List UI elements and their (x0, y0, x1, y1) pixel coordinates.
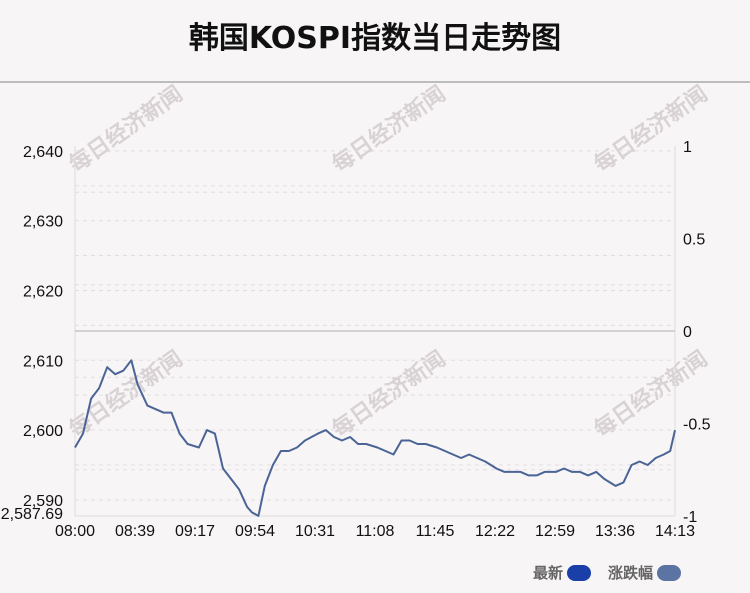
legend-latest[interactable]: 最新 (533, 562, 592, 583)
tick-layer: 2,6402,6302,6202,6102,6002,5902,587.6910… (1, 139, 711, 540)
x-tick-6: 11:45 (416, 523, 455, 540)
x-tick-7: 12:22 (475, 523, 515, 540)
x-tick-1: 08:39 (115, 523, 155, 540)
watermark-0: 每日经济新闻 (64, 81, 187, 178)
title-divider (0, 81, 750, 83)
series-layer (74, 359, 676, 517)
x-tick-8: 12:59 (535, 523, 575, 540)
y-right-tick-2: 0 (683, 324, 692, 341)
chart-title: 韩国KOSPI指数当日走势图 (188, 21, 562, 56)
legend-latest-swatch (567, 565, 592, 581)
y-right-tick-1: 0.5 (683, 232, 705, 249)
y-left-tick-3: 2,610 (23, 353, 63, 370)
y-left-tick-5: 2,590 (23, 493, 63, 510)
legend-change[interactable]: 涨跌幅 (608, 562, 682, 583)
x-tick-2: 09:17 (175, 523, 215, 540)
x-tick-4: 10:31 (295, 523, 335, 540)
x-tick-0: 08:00 (55, 523, 95, 540)
x-tick-3: 09:54 (235, 523, 275, 540)
x-tick-9: 13:36 (595, 523, 635, 540)
legend-latest-label: 最新 (533, 564, 564, 582)
series-line-0 (74, 359, 676, 517)
y-left-tick-1: 2,630 (23, 214, 63, 231)
y-left-tick-6: 2,587.69 (1, 506, 63, 523)
y-left-tick-4: 2,600 (23, 423, 63, 440)
x-tick-5: 11:08 (356, 523, 395, 540)
grid-layer (75, 150, 675, 501)
legend-change-label: 涨跌幅 (608, 564, 654, 582)
x-tick-10: 14:13 (655, 523, 695, 540)
y-left-tick-0: 2,640 (23, 144, 63, 161)
y-left-tick-2: 2,620 (23, 283, 63, 300)
axes-layer (74, 146, 676, 517)
legend-change-swatch (657, 565, 682, 581)
y-right-tick-4: -1 (683, 509, 697, 526)
y-right-tick-3: -0.5 (683, 417, 711, 434)
watermark-1: 每日经济新闻 (327, 81, 450, 178)
y-right-tick-0: 1 (683, 139, 692, 156)
watermark-2: 每日经济新闻 (589, 81, 712, 178)
